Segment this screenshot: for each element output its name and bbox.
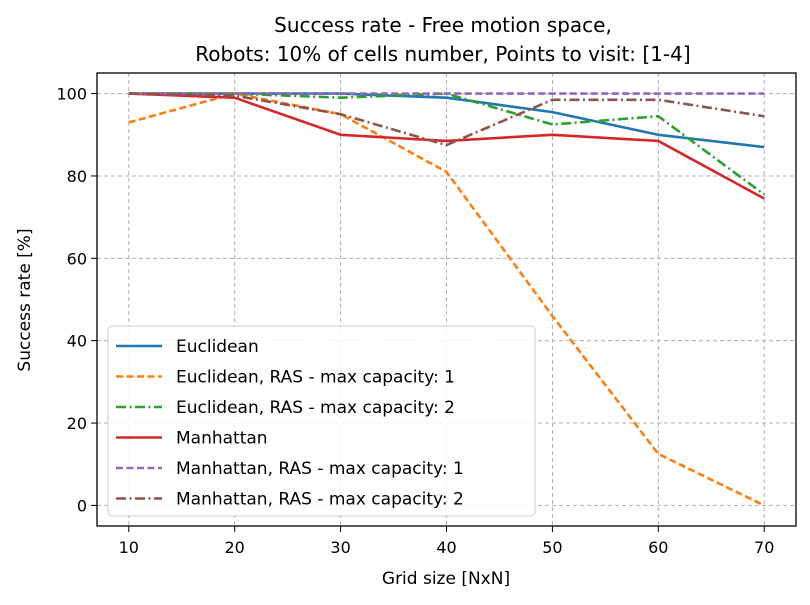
legend-label: Manhattan xyxy=(176,429,268,449)
x-tick-label: 20 xyxy=(225,538,245,557)
x-tick-label: 70 xyxy=(754,538,774,557)
series-line-4 xyxy=(128,92,765,200)
y-tick-label: 0 xyxy=(77,496,87,515)
legend-box xyxy=(107,325,536,517)
x-tick-label: 10 xyxy=(119,538,139,557)
x-tick-label: 60 xyxy=(648,538,668,557)
legend-label: Euclidean xyxy=(176,337,259,357)
y-tick-label: 40 xyxy=(67,332,87,351)
y-axis-label: Success rate [%] xyxy=(15,228,35,371)
y-tick-label: 20 xyxy=(67,414,87,433)
axis-ticks: 10 20 30 40 50 60 70 0 20 40 60 80 100 xyxy=(56,85,774,557)
grid xyxy=(97,73,796,526)
chart-subtitle: Robots: 10% of cells number, Points to v… xyxy=(195,42,690,66)
x-tick-label: 40 xyxy=(436,538,456,557)
series-line-6 xyxy=(128,92,765,147)
y-tick-label: 60 xyxy=(67,249,87,268)
legend-label: Euclidean, RAS - max capacity: 1 xyxy=(176,368,455,388)
y-tick-label: 100 xyxy=(56,85,87,104)
legend-label: Euclidean, RAS - max capacity: 2 xyxy=(176,398,455,418)
legend-label: Manhattan, RAS - max capacity: 1 xyxy=(176,459,464,479)
x-axis-label: Grid size [NxN] xyxy=(382,569,510,589)
series-lines xyxy=(128,92,765,507)
y-tick-label: 80 xyxy=(67,167,87,186)
x-tick-label: 50 xyxy=(542,538,562,557)
legend: Euclidean Euclidean, RAS - max capacity: … xyxy=(107,325,536,517)
chart-title: Success rate - Free motion space, xyxy=(274,13,612,37)
x-tick-label: 30 xyxy=(330,538,350,557)
legend-label: Manhattan, RAS - max capacity: 2 xyxy=(176,490,464,510)
